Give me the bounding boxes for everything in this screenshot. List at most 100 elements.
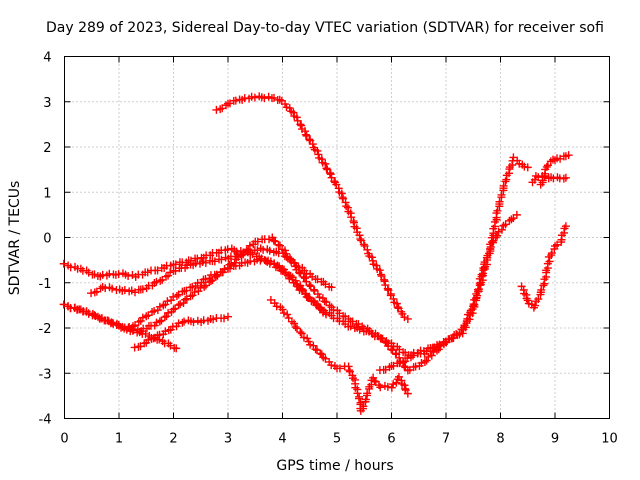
x-tick-label: 4 [278, 432, 286, 447]
series-track-9 [375, 337, 450, 375]
series-track-7 [212, 92, 412, 323]
plot-frame [64, 56, 610, 419]
data-point [114, 270, 123, 279]
data-point [363, 389, 372, 398]
data-point [561, 173, 570, 182]
data-point [152, 318, 161, 327]
data-point [212, 105, 221, 114]
data-point [321, 159, 330, 168]
data-point [539, 281, 548, 290]
data-point [180, 317, 189, 326]
y-tick-labels: -4 -3 -2 -1 0 1 2 3 4 [39, 51, 52, 428]
x-tick-label: 7 [442, 432, 450, 447]
data-point [291, 276, 300, 285]
data-point [381, 338, 390, 347]
x-tick-label: 10 [601, 432, 618, 447]
data-point [269, 93, 278, 102]
data-point [320, 297, 329, 306]
data-point [493, 231, 502, 240]
data-point [260, 94, 269, 103]
data-point [153, 266, 162, 275]
series-track-11 [536, 151, 573, 189]
data-point [176, 300, 185, 309]
data-point [181, 295, 190, 304]
series-track-10 [517, 222, 570, 312]
data-point [155, 317, 164, 326]
data-point [470, 300, 479, 309]
x-axis-label: GPS time / hours [276, 458, 393, 474]
data-point [305, 135, 314, 144]
data-point [174, 301, 183, 310]
data-point [59, 300, 68, 309]
data-point [313, 146, 322, 155]
data-point [224, 312, 232, 321]
data-point [395, 359, 404, 368]
data-point [392, 299, 401, 308]
data-point [196, 283, 205, 292]
data-point [245, 241, 254, 250]
data-point [354, 394, 363, 403]
data-point [297, 284, 306, 293]
x-tick-label: 3 [224, 432, 232, 447]
y-tick-label: -4 [39, 413, 52, 428]
data-point [314, 150, 323, 159]
data-point [125, 323, 134, 332]
data-point [200, 282, 209, 291]
x-tick-label: 2 [169, 432, 177, 447]
data-point [497, 225, 506, 234]
data-point [370, 376, 379, 385]
data-point [553, 240, 562, 249]
data-point [523, 163, 532, 172]
data-point [349, 374, 357, 383]
data-point [408, 351, 417, 360]
y-tick-label: 4 [43, 51, 51, 66]
data-point [497, 190, 506, 199]
data-point [296, 120, 305, 129]
data-point [253, 237, 262, 246]
data-point [335, 364, 344, 373]
data-point [376, 383, 385, 392]
data-point [289, 108, 298, 117]
data-point [250, 93, 259, 102]
y-tick-label: 0 [43, 232, 51, 247]
data-point [325, 168, 334, 177]
data-point [283, 310, 292, 319]
data-point [316, 349, 325, 358]
series-track-8 [266, 295, 412, 415]
data-point [315, 293, 324, 302]
data-point [430, 343, 439, 352]
data-point [84, 268, 93, 277]
data-points [59, 92, 573, 415]
data-point [108, 284, 117, 293]
data-point [138, 285, 147, 294]
data-point [372, 261, 381, 270]
data-point [272, 302, 281, 311]
data-point [317, 155, 326, 164]
data-point [393, 303, 402, 312]
data-point [290, 319, 299, 328]
series-track-4 [87, 244, 336, 298]
data-point [479, 264, 488, 273]
data-point [274, 240, 283, 249]
data-point [522, 294, 531, 303]
y-axis-label: SDTVAR / TECUs [7, 181, 23, 296]
data-point [491, 233, 500, 242]
data-point [387, 383, 396, 392]
data-point [87, 289, 96, 298]
data-point [401, 386, 410, 395]
data-point [376, 333, 385, 342]
data-point [155, 302, 164, 311]
y-tick-label: -2 [39, 322, 52, 337]
data-point [351, 383, 360, 392]
data-point [188, 282, 197, 291]
data-point [172, 344, 181, 353]
data-point [356, 235, 365, 244]
data-point [326, 170, 335, 179]
data-point [152, 277, 161, 286]
data-point [223, 245, 232, 254]
data-point [480, 258, 489, 267]
data-point [193, 254, 202, 263]
data-point [392, 378, 401, 387]
data-point [301, 127, 309, 136]
series-track-3 [59, 300, 181, 353]
